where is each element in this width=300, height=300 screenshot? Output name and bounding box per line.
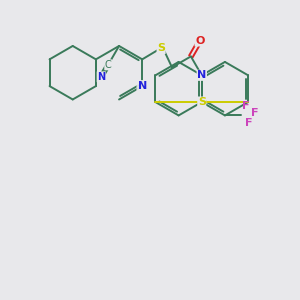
Text: S: S: [157, 44, 165, 53]
Text: O: O: [195, 36, 205, 46]
Text: S: S: [198, 97, 206, 107]
Text: F: F: [242, 100, 250, 110]
Text: F: F: [245, 118, 253, 128]
Text: N: N: [138, 81, 147, 91]
Text: N: N: [197, 70, 206, 80]
Text: F: F: [251, 108, 258, 118]
Text: N: N: [97, 72, 105, 82]
Text: C: C: [105, 60, 112, 70]
